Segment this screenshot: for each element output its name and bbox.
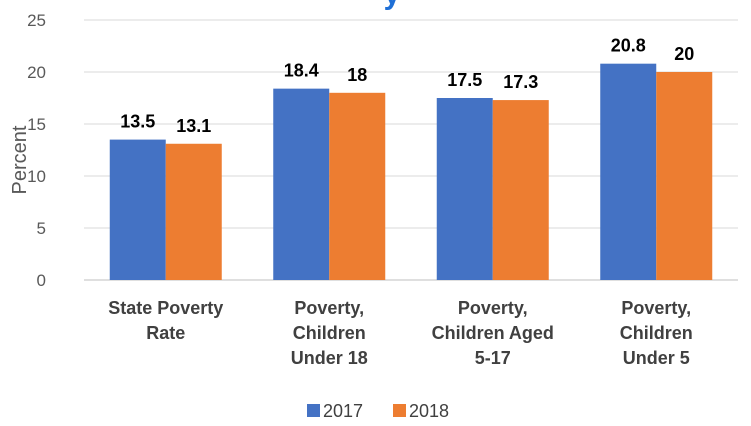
bar xyxy=(109,139,166,280)
data-label: 17.3 xyxy=(503,72,538,92)
bar xyxy=(273,88,330,280)
bar xyxy=(165,143,222,280)
category-label: State Poverty Rate xyxy=(108,298,223,343)
category-label: Poverty, Children Aged 5-17 xyxy=(432,298,554,368)
bars xyxy=(109,63,713,281)
data-label: 20 xyxy=(674,44,694,64)
category-labels: State Poverty Rate Poverty, Children Under 1… xyxy=(108,298,693,368)
category-label-line: Poverty, xyxy=(294,298,364,318)
legend-label: 2017 xyxy=(323,401,363,421)
bar xyxy=(492,100,549,280)
data-label: 13.1 xyxy=(176,116,211,136)
y-tick-label: 5 xyxy=(37,219,46,238)
chart-title: y xyxy=(384,0,401,11)
category-label-line: Children xyxy=(293,323,366,343)
category-label: Poverty, Children Under 18 xyxy=(291,298,368,368)
bar xyxy=(600,63,657,281)
data-label: 13.5 xyxy=(120,112,155,132)
category-label-line: State Poverty xyxy=(108,298,223,318)
y-tick-label: 10 xyxy=(27,167,46,186)
data-label: 18.4 xyxy=(284,61,319,81)
category-label-line: Children Aged xyxy=(432,323,554,343)
y-tick-label: 15 xyxy=(27,115,46,134)
y-axis-label: Percent xyxy=(9,125,31,194)
data-label: 17.5 xyxy=(447,70,482,90)
y-tick-label: 20 xyxy=(27,63,46,82)
data-label: 18 xyxy=(347,65,367,85)
category-label-line: Rate xyxy=(146,323,185,343)
legend-swatch xyxy=(393,404,406,417)
category-label: Poverty, Children Under 5 xyxy=(620,298,693,368)
category-label-line: 5-17 xyxy=(475,348,511,368)
bar xyxy=(329,92,386,280)
category-label-line: Poverty, xyxy=(621,298,691,318)
bar xyxy=(656,72,713,280)
category-label-line: Poverty, xyxy=(458,298,528,318)
legend-label: 2018 xyxy=(409,401,449,421)
bar xyxy=(436,98,493,280)
data-label: 20.8 xyxy=(611,36,646,56)
category-label-line: Under 5 xyxy=(623,348,690,368)
legend-swatch xyxy=(307,404,320,417)
y-tick-label: 0 xyxy=(37,271,46,290)
y-tick-labels: 0 5 10 15 20 25 xyxy=(27,11,46,290)
data-labels: 13.5 13.1 18.4 18 17.5 17.3 20.8 20 xyxy=(120,36,694,136)
category-label-line: Under 18 xyxy=(291,348,368,368)
category-label-line: Children xyxy=(620,323,693,343)
y-tick-label: 25 xyxy=(27,11,46,30)
legend: 2017 2018 xyxy=(307,401,449,421)
